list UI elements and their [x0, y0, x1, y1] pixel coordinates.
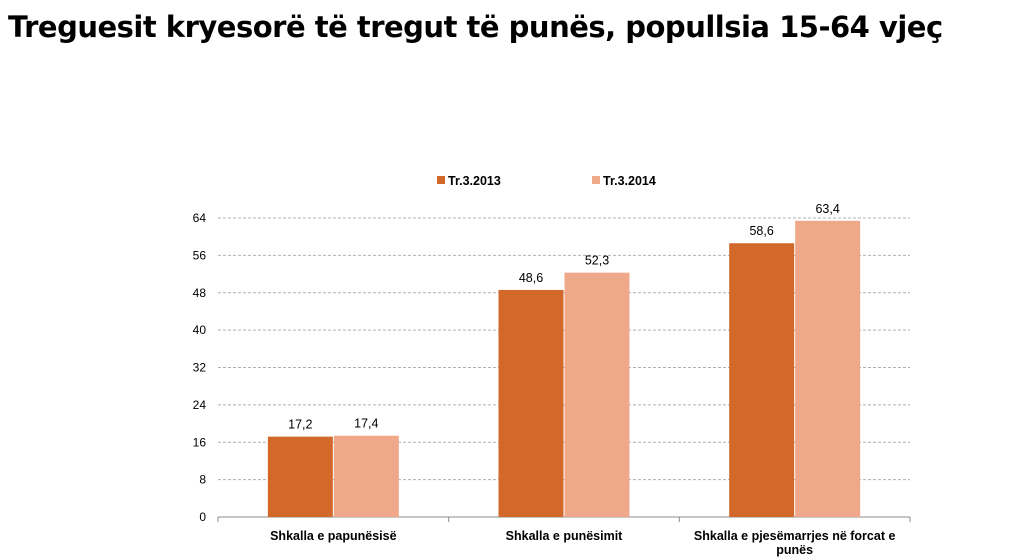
data-label: 17,4: [354, 417, 378, 431]
x-category-label: Shkalla e papunësisë: [270, 529, 396, 543]
y-tick-label: 16: [193, 435, 207, 449]
axes: 0 8 16 24 32 40 48 56 64 Shkalla e papunësisë Shka…: [193, 211, 911, 557]
data-label: 48,6: [519, 271, 543, 285]
bar-Tr.3.2014: [333, 435, 399, 517]
bar-Tr.3.2013: [498, 289, 564, 517]
legend-label: Tr.3.2014: [603, 174, 656, 188]
data-label: 63,4: [815, 202, 839, 216]
data-label: 58,6: [749, 224, 773, 238]
legend-swatch: [437, 176, 445, 184]
y-tick-label: 24: [193, 398, 207, 412]
page-title: Treguesit kryesorë të tregut të punës, p…: [8, 10, 943, 44]
y-tick-label: 0: [199, 510, 206, 524]
bar-Tr.3.2014: [795, 220, 861, 517]
data-label: 52,3: [585, 254, 609, 268]
y-tick-label: 40: [193, 323, 207, 337]
x-category-label: Shkalla e punësimit: [506, 529, 624, 543]
y-tick-label: 64: [193, 211, 207, 225]
grid-lines: [218, 217, 910, 481]
y-tick-label: 8: [199, 473, 206, 487]
data-label: 17,2: [288, 418, 312, 432]
y-tick-label: 56: [193, 248, 207, 262]
legend-label: Tr.3.2013: [448, 174, 501, 188]
x-category-label: Shkalla e pjesëmarrjes në forcat e punës: [694, 529, 896, 557]
bar-Tr.3.2013: [267, 436, 333, 517]
bar-Tr.3.2013: [729, 243, 795, 517]
y-tick-label: 48: [193, 286, 207, 300]
bar-Tr.3.2014: [564, 272, 630, 517]
y-tick-label: 32: [193, 361, 207, 375]
bars: [267, 220, 861, 517]
legend: Tr.3.2013 Tr.3.2014: [437, 174, 656, 188]
data-labels: 17,2 48,6 58,6 17,4 52,3 63,4: [288, 202, 840, 432]
legend-swatch: [592, 176, 600, 184]
